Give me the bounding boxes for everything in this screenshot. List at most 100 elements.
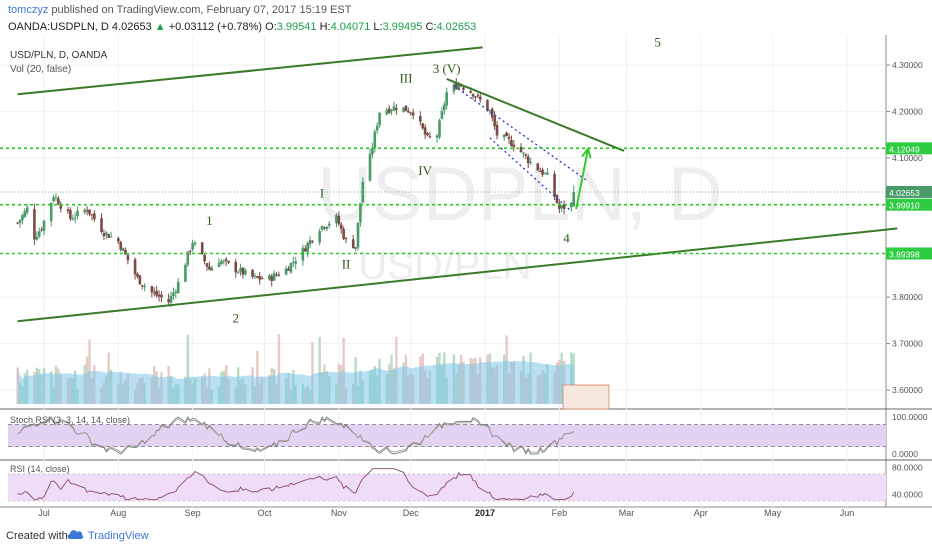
candle-body [37, 231, 41, 237]
candle-body [54, 197, 58, 199]
candle-body [107, 234, 111, 239]
publish-line: tomczyz published on TradingView.com, Fe… [8, 4, 351, 16]
candle-body [73, 217, 77, 219]
candle-body [560, 205, 564, 209]
candle-body [23, 211, 27, 217]
candle-body [224, 259, 228, 261]
time-tick-label: Sep [185, 508, 201, 518]
trend-line [17, 46, 483, 96]
wave-label: 1 [206, 213, 213, 228]
candle-body [126, 254, 130, 261]
level-price-tag [886, 198, 932, 211]
candle-body [105, 232, 108, 235]
candle-body [284, 268, 288, 275]
candle-body [49, 202, 53, 222]
candle-body [445, 92, 448, 106]
stoch-tick-label: 100.0000 [892, 412, 928, 422]
candle-body [93, 213, 96, 220]
time-tick-label: Aug [110, 508, 126, 518]
candle-body [121, 248, 125, 252]
candle-body [275, 274, 278, 276]
candle-body [440, 111, 444, 119]
candle-body [553, 173, 556, 197]
candle-body [253, 275, 257, 277]
candle-body [138, 275, 142, 285]
candle-body [239, 268, 242, 272]
wave-label: III [399, 71, 412, 86]
candle-body [203, 254, 206, 262]
candle-body [172, 292, 175, 297]
candle-body [493, 116, 496, 127]
stoch-band [8, 424, 886, 447]
candle-body [217, 263, 221, 267]
candle-body [287, 268, 290, 271]
candle-body [558, 203, 561, 209]
candle-body [90, 214, 94, 216]
candle-body [306, 242, 309, 252]
candle-body [100, 218, 103, 232]
current-price-label: 4.02653 [889, 188, 920, 198]
candle-body [52, 197, 55, 202]
candle-body [188, 250, 192, 252]
volume-bar [572, 353, 575, 404]
candle-body [268, 275, 271, 280]
trend-line [446, 78, 625, 152]
candle-body [140, 285, 144, 287]
candle-body [167, 299, 170, 303]
candle-body [220, 261, 223, 264]
candle-body [342, 228, 345, 239]
candle-body [351, 239, 355, 249]
candle-body [200, 242, 204, 255]
candle-body [495, 124, 499, 136]
author-link[interactable]: tomczyz [8, 4, 49, 16]
chart-canvas[interactable]: USDPLN, D USD/PLN 4.12049 3.99910 3.89398 4.0… [0, 35, 932, 521]
main-pane [0, 35, 886, 409]
candle-body [303, 248, 307, 252]
time-tick-label: Feb [552, 508, 568, 518]
candle-body [488, 110, 492, 112]
candle-body [152, 292, 156, 294]
candle-body [478, 96, 482, 100]
candle-body [16, 222, 19, 224]
volume-bar [277, 334, 281, 404]
candle-body [76, 210, 79, 217]
candle-body [234, 261, 238, 273]
candle-body [409, 112, 413, 114]
candle-body [454, 83, 458, 90]
candle-body [510, 139, 513, 146]
candle-body [186, 251, 190, 265]
wave-label: IV [418, 163, 432, 178]
candle-body [320, 225, 324, 230]
candle-body [361, 181, 365, 203]
change-value: +0.03112 (+0.78%) [168, 21, 263, 33]
candle-body [160, 294, 163, 298]
wave-label: II [342, 256, 351, 271]
time-tick-label: 2017 [475, 508, 495, 518]
publish-info: published on TradingView.com, February 0… [48, 4, 352, 16]
rsi-tick-label: 80.0000 [892, 462, 923, 472]
low-value: 3.99495 [382, 21, 423, 33]
up-arrow-icon: ▲ [154, 21, 166, 33]
rsi-band [8, 474, 886, 501]
price-value: 4.02653 [111, 21, 152, 33]
symbol-label: OANDA:USDPLN, D [8, 21, 109, 33]
candle-body [536, 163, 540, 171]
stoch-tick-label: 0.0000 [892, 449, 918, 459]
candle-body [344, 238, 348, 240]
event-badge [562, 384, 610, 410]
candle-body [155, 290, 158, 296]
time-tick-label: Mar [619, 508, 635, 518]
candle-body [435, 135, 439, 138]
level-price-label: 3.89398 [889, 250, 920, 260]
candle-body [375, 125, 379, 131]
candle-body [526, 156, 530, 164]
candle-body [227, 261, 230, 263]
volume-series [16, 334, 575, 404]
trend-line [17, 227, 898, 323]
open-value: 3.99541 [276, 21, 317, 33]
candle-body [210, 267, 214, 271]
tradingview-brand[interactable]: TradingView [88, 530, 149, 542]
candle-body [428, 136, 432, 138]
time-tick-label: Apr [694, 508, 708, 518]
candle-body [18, 219, 22, 223]
